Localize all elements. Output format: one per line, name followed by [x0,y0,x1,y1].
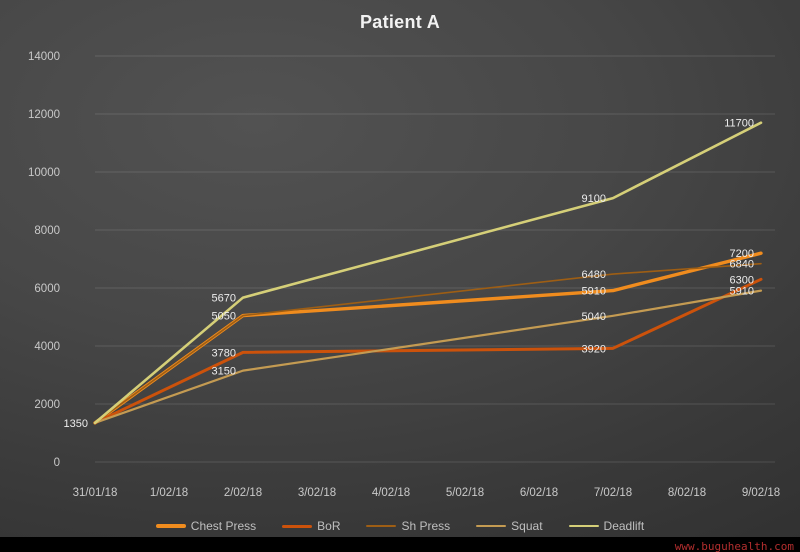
data-label-chest-press: 7200 [730,248,754,260]
legend-item-chest-press: Chest Press [155,519,257,533]
data-label-squat: 5910 [730,286,754,298]
y-axis-tick-label: 2000 [34,399,60,411]
data-label-sh-press: 6480 [582,269,606,281]
watermark-bar: www.buguhealth.com [0,537,800,552]
legend-label-bor: BoR [317,519,341,533]
series-line-sh-press [94,262,762,424]
data-label-deadlift: 1350 [64,418,88,430]
x-axis-tick-label: 2/02/18 [224,487,262,499]
legend-item-sh-press: Sh Press [366,519,450,533]
legend-label-chest-press: Chest Press [190,519,257,533]
legend-swatch-bor [282,524,313,528]
x-axis-tick-label: 6/02/18 [520,487,558,499]
legend-label-squat: Squat [511,519,543,533]
x-axis-tick-label: 9/02/18 [742,487,780,499]
data-label-bor: 3780 [212,347,236,359]
data-label-chest-press: 5910 [582,286,606,298]
x-axis-tick-label: 8/02/18 [668,487,706,499]
y-axis-tick-label: 0 [54,457,60,469]
legend-item-squat: Squat [476,519,543,533]
series-line-bor [93,277,763,425]
legend-item-deadlift: Deadlift [568,519,645,533]
legend-swatch-sh-press [366,524,397,528]
data-label-squat: 3150 [212,366,236,378]
data-label-bor: 3920 [582,343,606,355]
legend-item-bor: BoR [282,519,340,533]
y-axis-tick-label: 6000 [34,283,60,295]
data-label-sh-press: 6840 [730,259,754,271]
x-axis-tick-label: 7/02/18 [594,487,632,499]
y-axis-tick-label: 4000 [34,341,60,353]
data-label-deadlift: 11700 [724,118,754,130]
data-label-squat: 5040 [582,311,606,323]
data-label-bor: 6300 [730,274,754,286]
x-axis-tick-label: 4/02/18 [372,487,410,499]
watermark-text: www.buguhealth.com [674,540,794,552]
chart-title: Patient A [359,12,441,32]
legend-swatch-deadlift [568,524,599,528]
series-line-deadlift [93,121,763,425]
data-label-deadlift: 9100 [582,193,606,205]
y-axis-tick-label: 12000 [28,109,60,121]
legend-label-sh-press: Sh Press [401,519,451,533]
legend-label-deadlift: Deadlift [603,519,645,533]
x-axis-tick-label: 3/02/18 [298,487,336,499]
legend-swatch-squat [476,524,507,528]
y-axis-tick-label: 14000 [28,51,60,63]
y-axis-tick-label: 10000 [28,167,60,179]
x-axis-tick-label: 5/02/18 [446,487,484,499]
chart-legend: Chest Press BoR Sh Press Squat Deadlift [0,519,800,533]
legend-swatch-chest-press [155,524,186,528]
series-line-squat [93,289,763,424]
x-axis-tick-label: 1/02/18 [150,487,188,499]
data-label-deadlift: 5670 [212,293,236,305]
data-label-chest-press: 5050 [212,311,236,323]
y-axis-tick-label: 8000 [34,225,60,237]
x-axis-tick-label: 31/01/18 [73,487,118,499]
